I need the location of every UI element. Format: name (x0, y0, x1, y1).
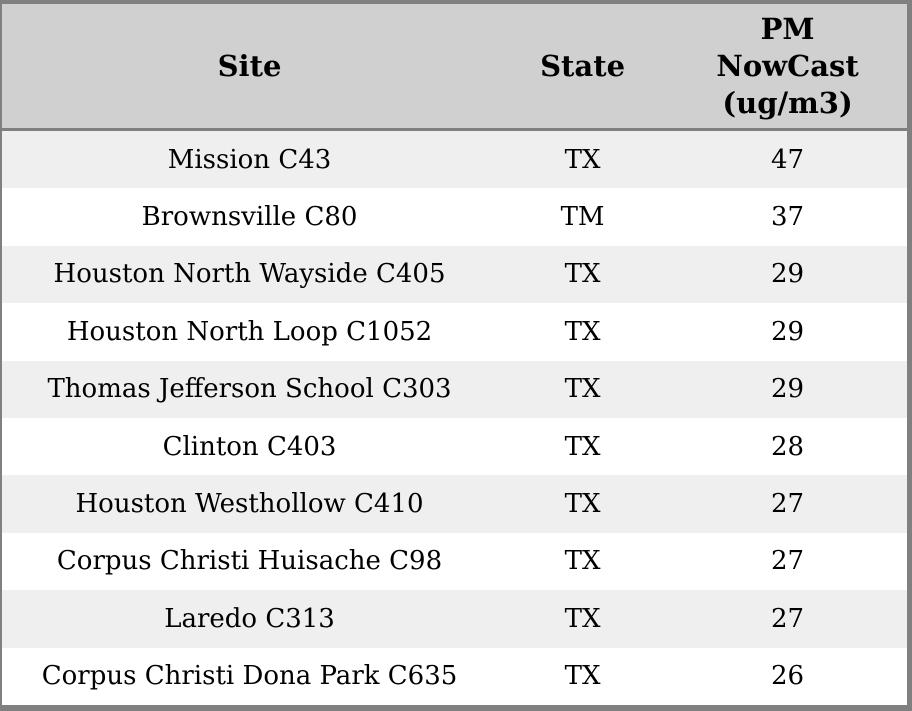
site-cell: Houston North Loop C1052 (66, 316, 433, 347)
column-header-pm-nowcast: PM NowCast (ug/m3) (668, 4, 907, 131)
table-row: Houston Westhollow C410 TX 27 (2, 475, 907, 533)
table-row: Thomas Jefferson School C303 TX 29 (2, 360, 907, 418)
site-cell: Clinton C403 (162, 431, 337, 462)
site-cell: Corpus Christi Dona Park C635 (41, 661, 458, 692)
column-header-state: State (497, 4, 669, 131)
table-row: Corpus Christi Dona Park C635 TX 26 (2, 647, 907, 705)
state-cell: TX (564, 374, 601, 405)
state-cell: TX (564, 546, 601, 577)
state-cell: TX (564, 316, 601, 347)
pm-nowcast-cell: 29 (770, 374, 805, 405)
pm-nowcast-cell: 28 (770, 431, 805, 462)
site-cell: Thomas Jefferson School C303 (47, 374, 452, 405)
header-row: Site State PM NowCast (ug/m3) (2, 4, 907, 131)
site-cell: Houston Westhollow C410 (75, 489, 424, 520)
pm-nowcast-cell: 26 (770, 661, 805, 692)
table-row: Mission C43 TX 47 (2, 129, 907, 189)
column-header-site: Site (2, 4, 498, 131)
pm-nowcast-cell: 27 (770, 546, 805, 577)
pm-nowcast-cell: 27 (770, 603, 805, 634)
pm-nowcast-cell: 27 (770, 489, 805, 520)
state-cell: TM (560, 202, 605, 233)
state-cell: TX (564, 431, 601, 462)
site-cell: Laredo C313 (164, 603, 335, 634)
pm-nowcast-cell: 47 (770, 144, 805, 175)
site-cell: Mission C43 (167, 144, 332, 175)
state-cell: TX (564, 144, 601, 175)
table-row: Corpus Christi Huisache C98 TX 27 (2, 532, 907, 591)
state-cell: TX (564, 661, 601, 692)
table-row: Clinton C403 TX 28 (2, 417, 907, 476)
table-row: Brownsville C80 TM 37 (2, 188, 907, 246)
table-body: Mission C43 TX 47 Brownsville C80 TM 37 … (2, 129, 907, 705)
state-cell: TX (564, 259, 601, 290)
site-cell: Corpus Christi Huisache C98 (56, 546, 443, 577)
pm-nowcast-cell: 29 (770, 316, 805, 347)
state-cell: TX (564, 489, 601, 520)
site-cell: Brownsville C80 (141, 202, 358, 233)
pm-nowcast-cell: 37 (770, 202, 805, 233)
table-header: Site State PM NowCast (ug/m3) (2, 4, 907, 131)
table-row: Houston North Loop C1052 TX 29 (2, 303, 907, 361)
site-cell: Houston North Wayside C405 (53, 259, 446, 290)
pm-nowcast-table: Site State PM NowCast (ug/m3) Mission C4… (2, 4, 907, 705)
state-cell: TX (564, 603, 601, 634)
table-row: Laredo C313 TX 27 (2, 590, 907, 648)
pm-nowcast-cell: 29 (770, 259, 805, 290)
table-row: Houston North Wayside C405 TX 29 (2, 245, 907, 304)
